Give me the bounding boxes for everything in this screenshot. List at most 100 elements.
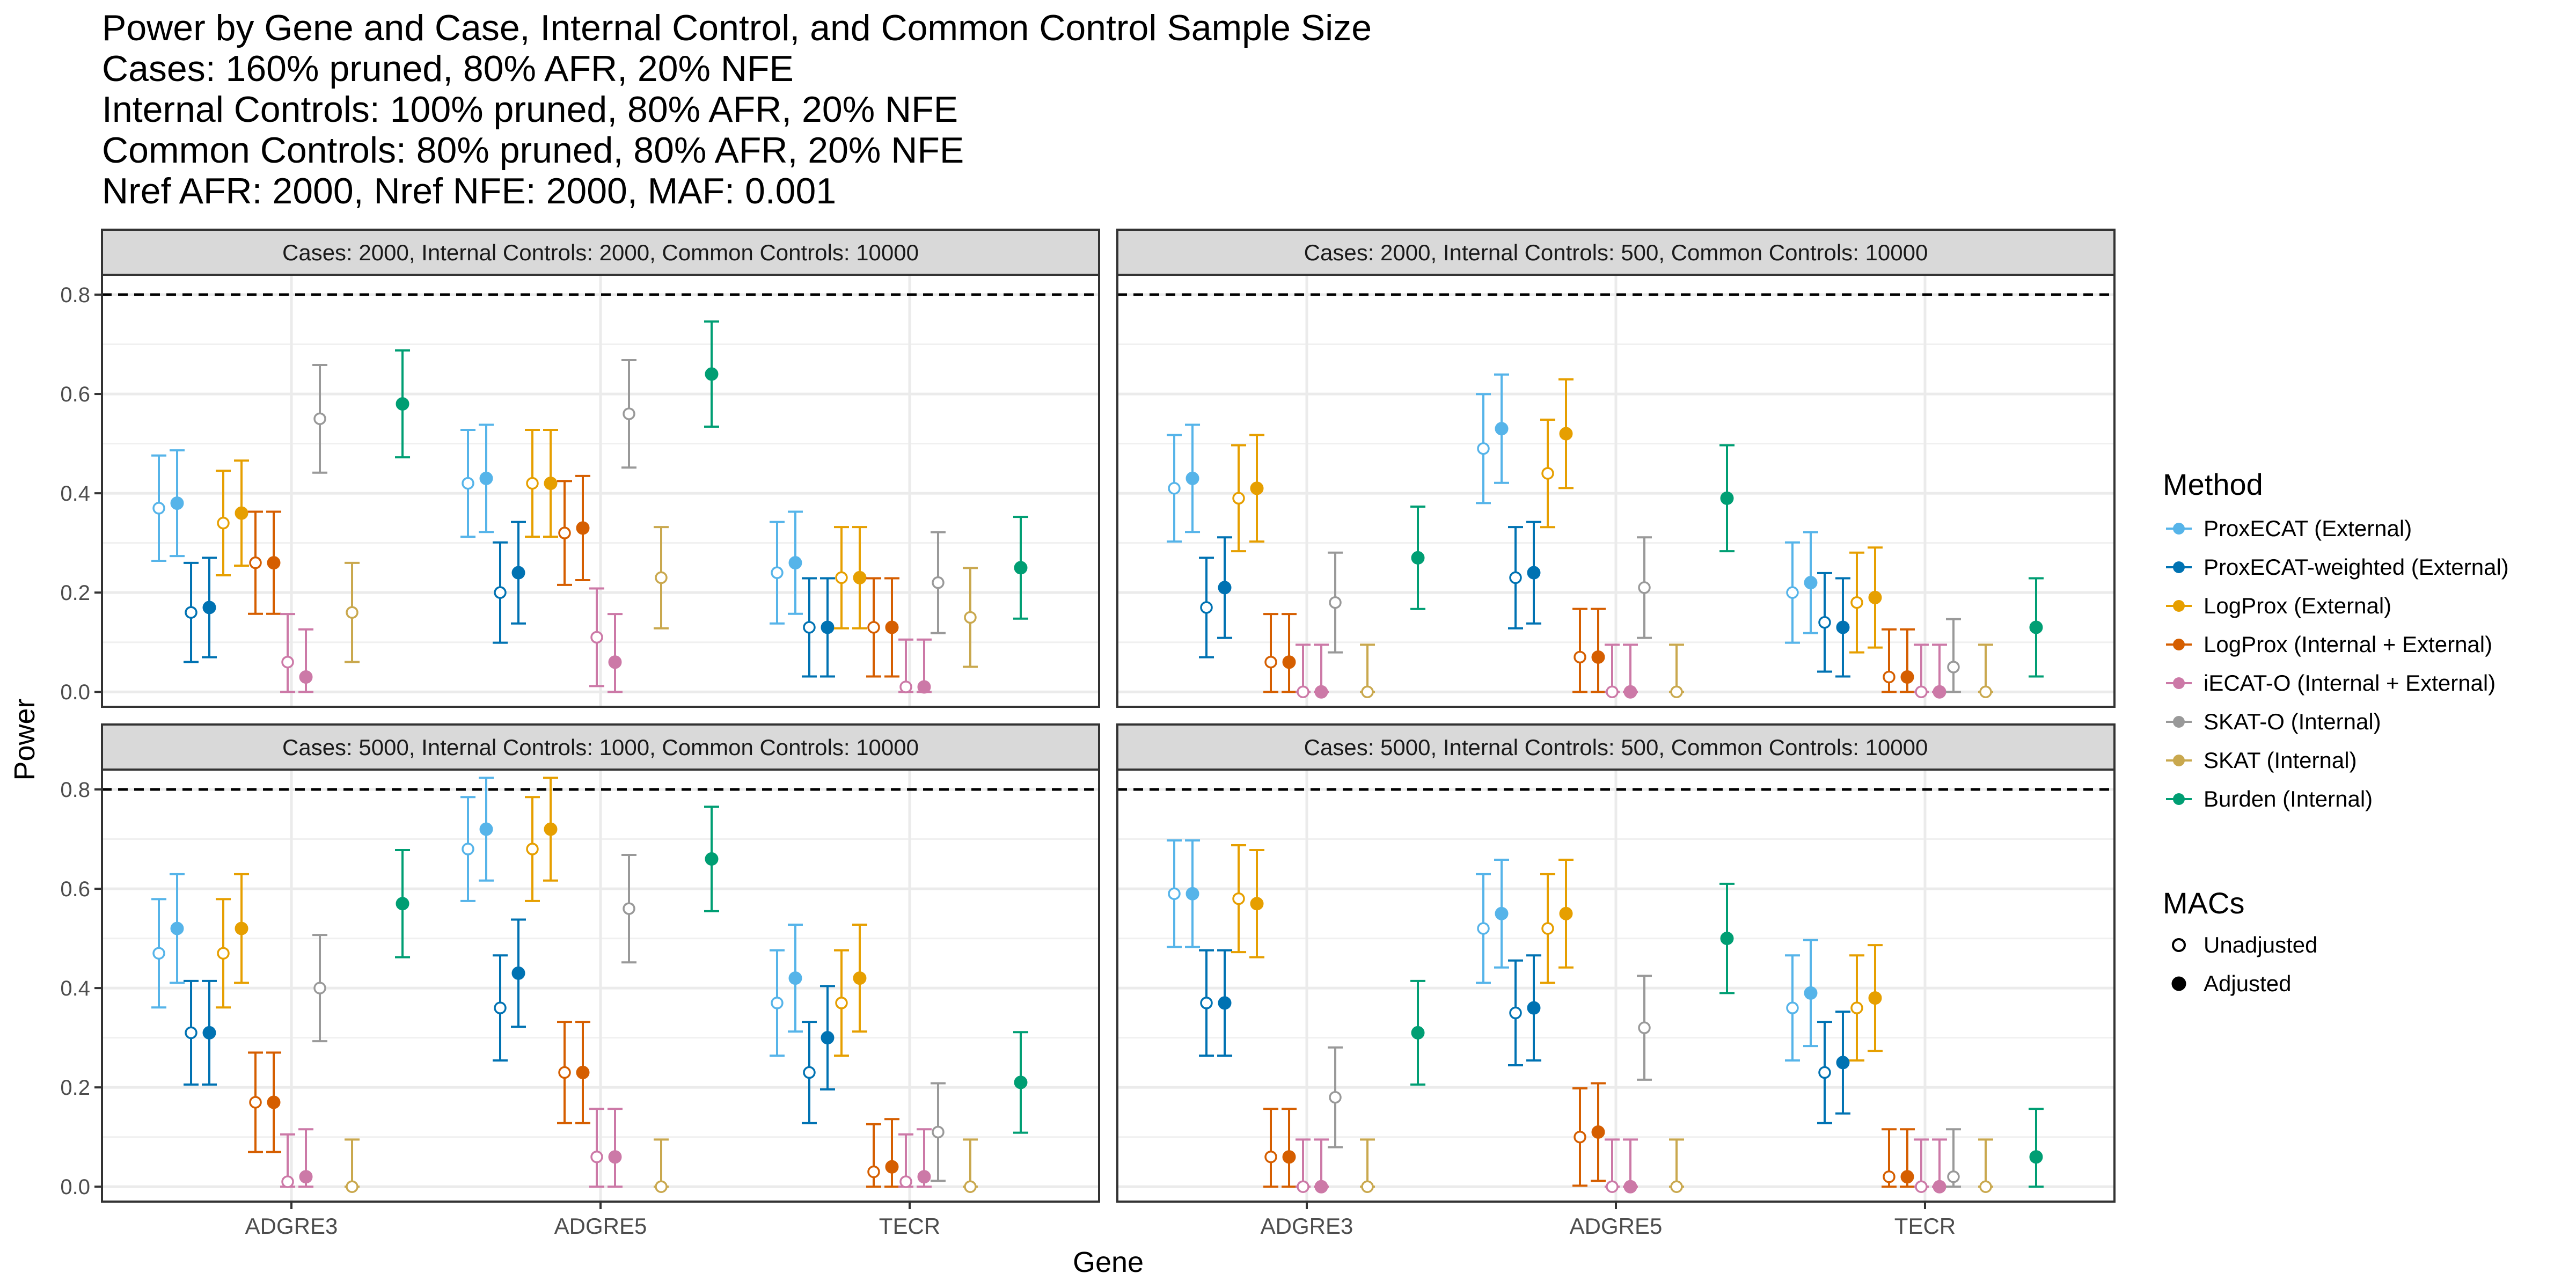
data-point-unadjusted [1606, 685, 1619, 698]
data-point-adjusted [917, 1170, 931, 1184]
method-legend-label: ProxECAT-weighted (External) [2204, 554, 2509, 580]
data-point-adjusted [1868, 991, 1882, 1005]
legend-key-icon [2163, 590, 2195, 622]
data-point-unadjusted [655, 571, 668, 584]
method-legend-item: LogProx (External) [2163, 587, 2509, 625]
data-point-unadjusted [1670, 1180, 1683, 1193]
data-point-unadjusted [152, 502, 165, 515]
data-point-adjusted [170, 921, 184, 935]
data-point-adjusted [608, 1150, 622, 1164]
data-point-adjusted [1559, 427, 1573, 441]
chart-title-line: Power by Gene and Case, Internal Control… [102, 8, 1372, 48]
data-point-unadjusted [1232, 892, 1245, 905]
macs-legend-label: Adjusted [2204, 971, 2292, 996]
data-point-unadjusted [1361, 685, 1374, 698]
data-point-unadjusted [281, 655, 294, 669]
data-point-unadjusted [1297, 685, 1309, 698]
data-point-adjusted [1411, 1026, 1425, 1040]
data-point-adjusted [1720, 932, 1734, 946]
legend-key-icon [2163, 783, 2195, 815]
data-point-adjusted [1218, 581, 1232, 595]
y-tick-label: 0.2 [60, 581, 90, 605]
data-point-adjusted [235, 506, 248, 520]
data-point-adjusted [511, 966, 525, 980]
data-point-adjusted [1282, 655, 1296, 669]
data-point-adjusted [1527, 1001, 1541, 1015]
data-point-adjusted [202, 1026, 216, 1040]
data-point-unadjusted [1850, 596, 1863, 609]
data-point-unadjusted [346, 1180, 358, 1193]
data-point-unadjusted [1883, 670, 1896, 684]
data-point-unadjusted [1329, 1091, 1342, 1104]
data-point-unadjusted [1850, 1001, 1863, 1014]
data-point-adjusted [1868, 590, 1882, 604]
method-legend-item: LogProx (Internal + External) [2163, 625, 2509, 664]
data-point-unadjusted [623, 902, 635, 915]
data-point-unadjusted [1168, 482, 1181, 495]
data-point-adjusted [1495, 422, 1509, 436]
data-point-adjusted [576, 521, 590, 535]
data-point-unadjusted [655, 1180, 668, 1193]
data-point-adjusted [576, 1065, 590, 1079]
method-legend-label: SKAT (Internal) [2204, 748, 2357, 773]
data-point-unadjusted [526, 477, 539, 490]
data-point-unadjusted [281, 1175, 294, 1188]
method-legend-title: Method [2163, 467, 2263, 501]
data-point-unadjusted [835, 571, 848, 584]
data-point-unadjusted [899, 1175, 912, 1188]
data-point-adjusted [788, 556, 802, 570]
data-point-adjusted [1282, 1150, 1296, 1164]
data-point-adjusted [2029, 1150, 2043, 1164]
x-axis-title: Gene [1073, 1246, 1144, 1278]
data-point-adjusted [821, 1031, 835, 1045]
macs-legend-item-unadjusted: Unadjusted [2163, 926, 2317, 964]
chart-title-block: Power by Gene and Case, Internal Control… [102, 8, 1372, 211]
data-point-adjusted [705, 367, 719, 381]
data-point-adjusted [1314, 685, 1328, 699]
data-point-adjusted [1836, 1056, 1850, 1070]
y-tick-label: 0.0 [60, 680, 90, 704]
data-point-adjusted [1804, 986, 1818, 1000]
method-legend-label: iECAT-O (Internal + External) [2204, 670, 2496, 696]
legend-key-icon [2163, 667, 2195, 699]
data-point-unadjusted [1509, 571, 1522, 584]
data-point-adjusted [1411, 551, 1425, 565]
data-point-adjusted [885, 620, 899, 634]
data-point-unadjusted [1264, 1150, 1277, 1163]
data-point-adjusted [396, 897, 409, 911]
data-point-unadjusted [1883, 1170, 1896, 1183]
data-point-adjusted [821, 620, 835, 634]
data-point-unadjusted [590, 1150, 603, 1163]
data-point-adjusted [853, 971, 867, 985]
facet-strip [101, 723, 1100, 771]
data-point-adjusted [479, 822, 493, 836]
legend-key-icon [2163, 706, 2195, 738]
method-legend-item: ProxECAT (External) [2163, 509, 2509, 548]
data-point-adjusted [1218, 996, 1232, 1010]
data-point-unadjusted [1638, 1021, 1651, 1034]
data-point-unadjusted [1168, 887, 1181, 901]
facet-strip-label: Cases: 5000, Internal Controls: 1000, Co… [282, 735, 919, 760]
data-point-unadjusted [462, 843, 474, 855]
method-legend-label: Burden (Internal) [2204, 786, 2373, 811]
chart-subtitle-line: Nref AFR: 2000, Nref NFE: 2000, MAF: 0.0… [102, 171, 837, 211]
data-point-adjusted [202, 601, 216, 614]
data-point-unadjusted [1915, 685, 1928, 698]
data-point-adjusted [299, 1170, 313, 1184]
macs-legend-item-adjusted: Adjusted [2163, 964, 2317, 1003]
data-point-adjusted [1527, 566, 1541, 580]
data-point-unadjusted [217, 516, 230, 530]
method-legend-label: SKAT-O (Internal) [2204, 709, 2381, 734]
data-point-unadjusted [1200, 997, 1213, 1009]
facet-strip [1116, 229, 2116, 276]
data-point-unadjusted [558, 526, 571, 539]
data-point-unadjusted [346, 606, 358, 619]
y-tick-label: 0.4 [60, 482, 90, 506]
data-point-unadjusted [217, 947, 230, 960]
y-tick-label: 0.8 [60, 778, 90, 802]
data-point-adjusted [1014, 561, 1028, 575]
facet-strip-label: Cases: 2000, Internal Controls: 500, Com… [1304, 240, 1928, 265]
method-legend-label: LogProx (Internal + External) [2204, 632, 2493, 657]
data-point-adjusted [608, 655, 622, 669]
